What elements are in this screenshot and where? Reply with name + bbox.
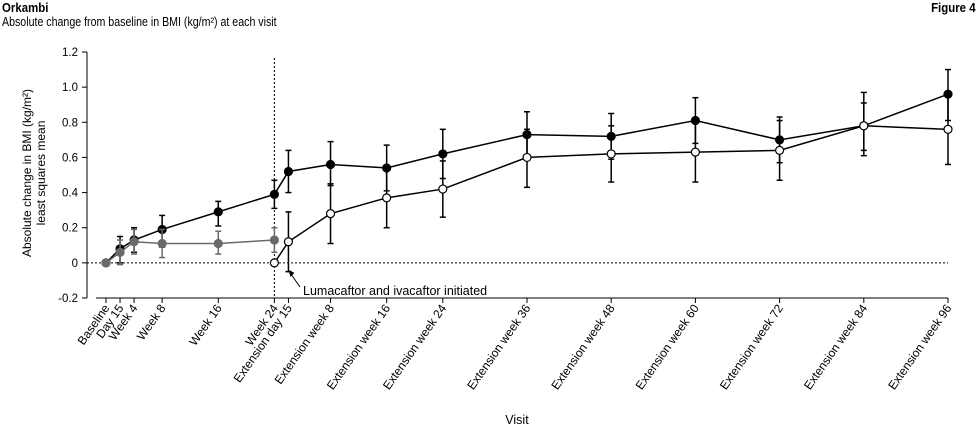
data-point bbox=[269, 258, 279, 268]
data-point bbox=[157, 238, 167, 249]
x-tick-label: Extension week 84 bbox=[801, 301, 870, 392]
data-point bbox=[943, 124, 953, 134]
chart-subtitle: Absolute change from baseline in BMI (kg… bbox=[2, 15, 277, 29]
data-point bbox=[129, 237, 139, 247]
data-point bbox=[382, 193, 392, 203]
y-axis-title-line2: least squares mean bbox=[34, 121, 48, 226]
data-point bbox=[859, 121, 869, 131]
x-tick-label: Extension week 60 bbox=[633, 301, 702, 392]
data-point bbox=[283, 166, 294, 177]
data-point bbox=[283, 237, 294, 247]
y-tick-label: -0.2 bbox=[58, 293, 78, 305]
y-tick-label: 0.4 bbox=[62, 188, 79, 200]
y-tick-label: 1.2 bbox=[62, 47, 78, 59]
data-point bbox=[606, 149, 616, 159]
data-point bbox=[269, 189, 279, 199]
data-point bbox=[438, 184, 448, 194]
data-point bbox=[213, 238, 223, 249]
x-tick-label: Extension week 72 bbox=[717, 301, 786, 392]
annotation-label: Lumacaftor and ivacaftor initiated bbox=[303, 284, 487, 298]
data-point bbox=[115, 247, 125, 257]
data-point bbox=[325, 209, 336, 219]
y-tick-label: 0.8 bbox=[62, 117, 78, 129]
figure-label: Figure 4 bbox=[931, 0, 976, 15]
series-line bbox=[105, 93, 949, 264]
x-axis-title: Visit bbox=[505, 413, 529, 427]
data-point bbox=[269, 235, 279, 245]
y-tick-label: 0.6 bbox=[62, 152, 78, 164]
x-tick-label: Week 8 bbox=[134, 301, 169, 342]
data-point bbox=[213, 207, 223, 217]
data-point bbox=[438, 149, 448, 159]
x-tick-label: Extension week 24 bbox=[380, 301, 449, 392]
y-tick-label: 0 bbox=[72, 258, 78, 270]
x-tick-label: Extension week 96 bbox=[885, 301, 954, 392]
data-point bbox=[522, 152, 532, 163]
y-tick-label: 0.2 bbox=[62, 223, 78, 235]
x-tick-label: Extension week 36 bbox=[464, 301, 533, 392]
x-tick-label: Week 16 bbox=[186, 301, 225, 348]
brand-name: Orkambi bbox=[2, 0, 49, 15]
data-point bbox=[101, 258, 111, 268]
y-axis-title: Absolute change in BMI (kg/m²) bbox=[20, 89, 34, 257]
data-point bbox=[325, 159, 336, 170]
data-point bbox=[774, 145, 785, 155]
y-tick-label: 1.0 bbox=[62, 82, 78, 94]
x-tick-label: Extension week 48 bbox=[548, 301, 617, 392]
data-point bbox=[690, 147, 701, 157]
